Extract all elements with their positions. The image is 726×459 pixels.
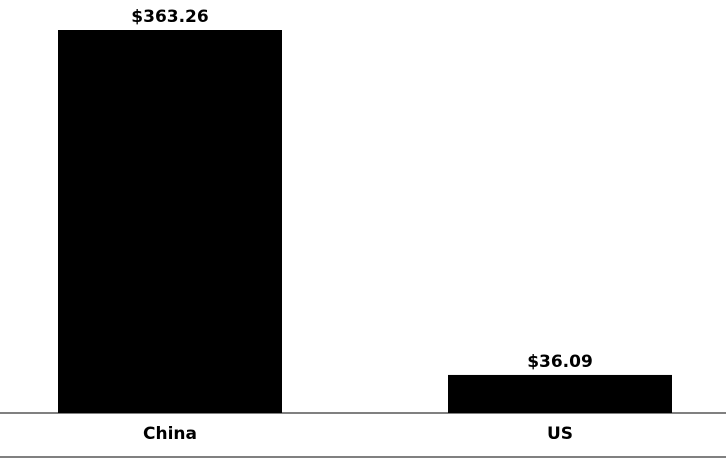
bar [448, 374, 672, 413]
value-label: $363.26 [131, 7, 208, 27]
bar [58, 30, 282, 413]
x-tick-label: China [143, 424, 197, 444]
x-tick-label: US [547, 424, 573, 444]
value-label: $36.09 [527, 352, 593, 372]
